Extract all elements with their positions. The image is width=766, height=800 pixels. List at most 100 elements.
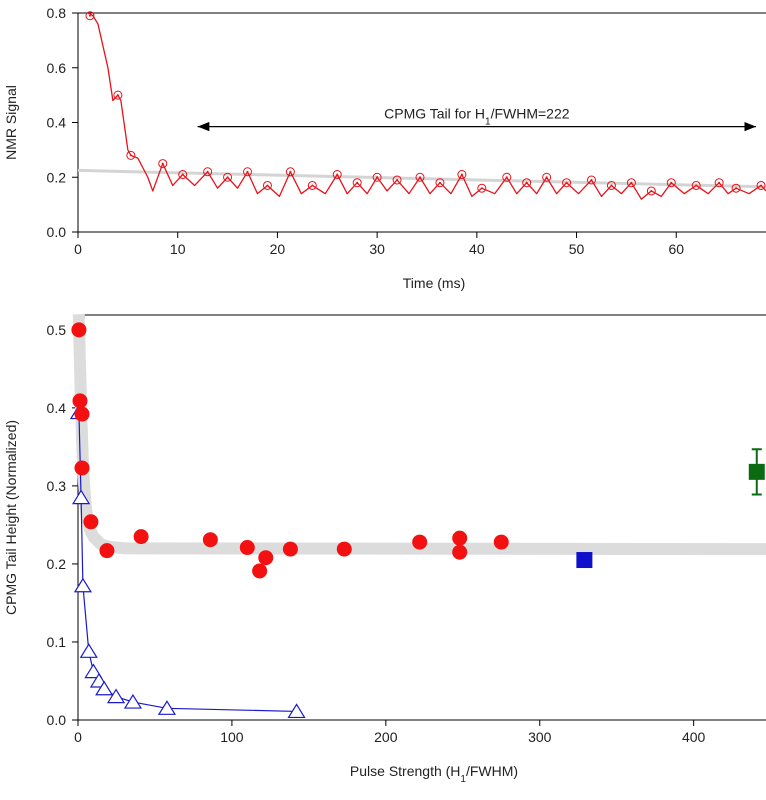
point-center (610, 184, 613, 187)
point-center (129, 154, 132, 157)
point (457, 170, 467, 180)
axis-frame (77, 12, 766, 233)
point (352, 178, 362, 188)
x-axis-label-part: Pulse Strength (H (350, 763, 461, 779)
point-center (376, 176, 379, 179)
point-center (565, 181, 568, 184)
y-tick-label: 0.6 (47, 60, 67, 76)
point (562, 178, 572, 188)
x-tick-label: 100 (220, 729, 244, 745)
point (157, 700, 177, 715)
point (239, 540, 255, 556)
point-center (438, 181, 441, 184)
point (84, 663, 103, 679)
point-center (525, 181, 528, 184)
point (258, 550, 274, 566)
data-line (72, 314, 766, 556)
point (307, 180, 317, 190)
x-tick-label: 40 (469, 241, 485, 257)
point (415, 172, 425, 182)
x-tick-label: 20 (270, 241, 286, 257)
x-axis-label: Time (ms) (403, 275, 465, 291)
point (666, 178, 676, 188)
point-center (311, 184, 314, 187)
point (452, 544, 468, 560)
point-center (505, 176, 508, 179)
x-tick-label: 30 (369, 241, 385, 257)
point (83, 514, 99, 530)
y-tick-label: 0.5 (47, 322, 67, 338)
point (332, 170, 342, 180)
point (626, 178, 636, 188)
point (282, 541, 298, 557)
point (392, 175, 402, 185)
data-line (87, 12, 766, 200)
point (85, 11, 95, 21)
point (756, 180, 766, 190)
point (576, 552, 593, 569)
annotation-text: CPMG Tail for H1/FWHM=222 (384, 106, 570, 128)
point (99, 543, 115, 559)
point-center (630, 181, 633, 184)
x-tick-label: 400 (682, 729, 706, 745)
point (74, 460, 90, 476)
point-center (181, 173, 184, 176)
point (79, 643, 98, 658)
point (646, 186, 656, 196)
point (522, 178, 532, 188)
annotation-text-part: /FWHM=222 (491, 106, 570, 122)
point (748, 463, 765, 480)
point-center (396, 178, 399, 181)
point (71, 322, 87, 338)
point-center (206, 170, 209, 173)
point-center (419, 176, 422, 179)
x-tick-label: 0 (74, 729, 82, 745)
x-tick-label: 50 (569, 241, 585, 257)
point-center (356, 181, 359, 184)
point-center (650, 189, 653, 192)
point-center (718, 181, 721, 184)
x-axis-label-part: /FWHM) (466, 763, 518, 779)
x-tick-label: 10 (170, 241, 186, 257)
point-center (735, 187, 738, 190)
point (243, 167, 253, 177)
point (691, 180, 701, 190)
point (95, 680, 114, 696)
x-tick-label: 200 (374, 729, 398, 745)
y-tick-label: 0.0 (47, 224, 67, 240)
point-center (289, 170, 292, 173)
y-tick-label: 0.2 (47, 556, 67, 572)
y-tick-label: 0.4 (47, 400, 67, 416)
point-center (116, 94, 119, 97)
y-axis-label: CPMG Tail Height (Normalized) (3, 420, 19, 615)
point (285, 167, 295, 177)
point-center (161, 162, 164, 165)
x-tick-label: 300 (528, 729, 552, 745)
x-tick-label: 60 (668, 241, 684, 257)
point (72, 393, 88, 409)
point (223, 172, 233, 182)
point (262, 180, 272, 190)
point (452, 530, 468, 546)
point (123, 693, 143, 709)
point (72, 489, 91, 505)
point-center (480, 187, 483, 190)
point (113, 90, 123, 100)
point (336, 541, 352, 557)
point (493, 534, 509, 550)
point (203, 167, 213, 177)
point (287, 703, 306, 719)
point (73, 577, 92, 593)
x-axis-label: Pulse Strength (H1/FWHM) (350, 763, 518, 785)
point-center (695, 184, 698, 187)
point (106, 688, 126, 704)
y-axis-label: NMR Signal (3, 85, 19, 160)
point (435, 178, 445, 188)
point (477, 183, 487, 193)
y-tick-label: 0.0 (47, 712, 67, 728)
point (587, 175, 597, 185)
point-center (336, 173, 339, 176)
point (714, 178, 724, 188)
point (412, 534, 428, 550)
